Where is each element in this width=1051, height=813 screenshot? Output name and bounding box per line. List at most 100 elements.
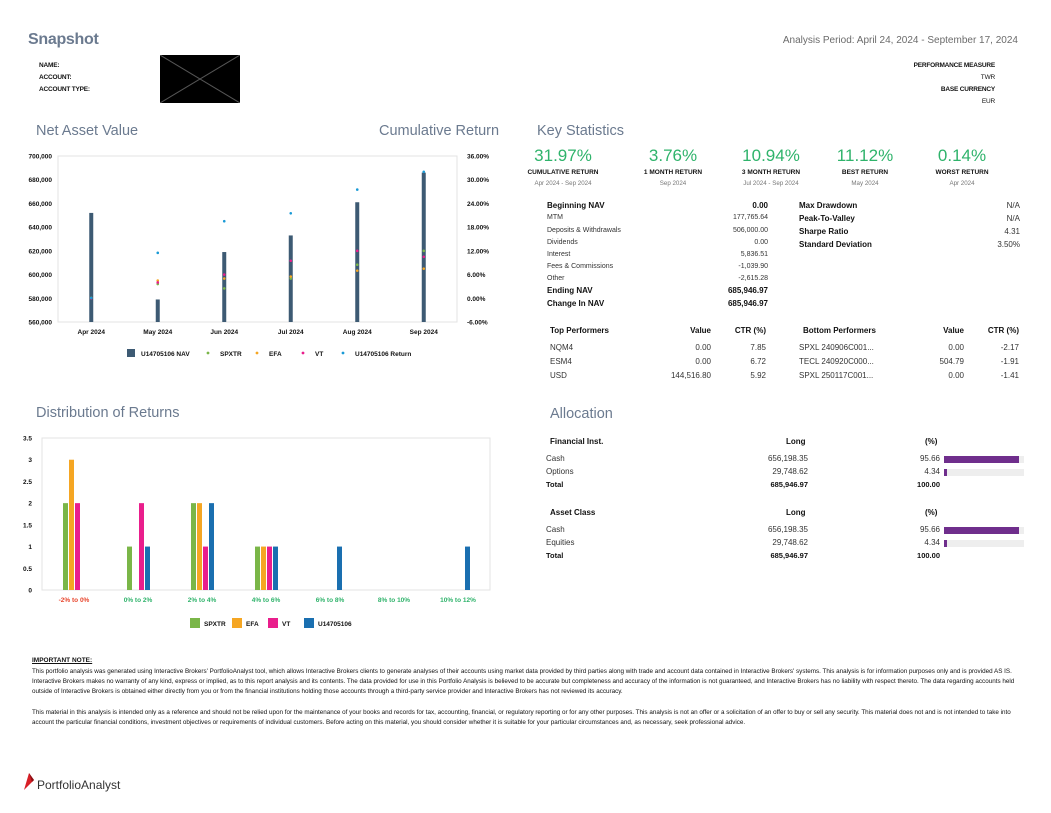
nav-row-label: Ending NAV [547,286,593,295]
allocation-bar-fill [944,527,1020,534]
return-point [156,279,160,282]
distribution-bar [63,503,68,590]
allocation-row-pct: 4.34 [924,467,940,476]
x-tick-label: May 2024 [143,329,172,336]
return-point [355,263,359,266]
return-point [222,277,226,280]
brand-name: PortfolioAnalyst [37,778,121,792]
distribution-bar [139,503,144,590]
return-point [222,287,226,290]
nav-row-label: MTM [547,214,563,221]
legend-swatch [304,618,314,628]
y2-tick-label: 30.00% [467,177,489,184]
nav-row-value: 5,836.51 [740,251,768,258]
performance-measure-label: PERFORMANCE MEASURE [913,62,996,69]
performers-cell: 0.00 [948,343,964,352]
y-tick-label: 640,000 [29,225,53,232]
nav-chart: 700,000 680,000 660,000 640,000 620,000 600,0… [29,154,490,359]
nav-row-label: Interest [547,251,571,258]
y2-tick-label: 0.00% [467,296,486,303]
performers-header: Top Performers [550,326,609,335]
distribution-bar [267,546,272,590]
legend-label: SPXTR [220,351,242,358]
stat-label: 1 MONTH RETURN [643,169,703,176]
return-point [222,219,226,223]
performers-cell: 5.92 [750,371,766,380]
legend-swatch [301,351,305,355]
distribution-bar [127,546,132,590]
nav-bar [222,252,227,322]
distribution-bar [203,546,208,590]
y2-tick-label: 6.00% [467,272,486,279]
y2-tick-label: 12.00% [467,248,489,255]
allocation-bar-track [944,540,1024,547]
y-tick-label: 580,000 [29,296,53,303]
risk-value: N/A [1006,201,1020,210]
y-tick-label: 700,000 [29,154,53,161]
legend-label: U14705106 [318,621,352,628]
distribution-bar [465,546,470,590]
risk-value: 4.31 [1004,227,1020,236]
allocation-bar-fill [944,469,948,476]
allocation-header: (%) [925,508,938,517]
x-tick-label: Apr 2024 [78,329,106,336]
allocation-total-long: 685,946.97 [770,480,808,489]
legend-label: SPXTR [204,621,226,628]
allocation-bar-track [944,456,1024,463]
stat-period: May 2024 [851,180,879,187]
allocation-total-label: Total [546,551,564,560]
performers-cell: 6.72 [750,357,766,366]
account-type-label: ACCOUNT TYPE: [39,86,90,93]
stat-period: Sep 2024 [659,180,687,187]
nav-bar [89,212,94,322]
nav-row-value: 685,946.97 [727,286,768,295]
allocation-row-label: Cash [546,525,565,534]
y-tick-label: 3.5 [23,436,32,443]
return-point [422,255,426,259]
allocation-row-long: 29,748.62 [772,467,808,476]
performers-cell: -1.41 [1000,371,1019,380]
x-tick-label: 0% to 2% [124,597,153,604]
stat-value: 3.76% [648,146,698,165]
risk-label: Sharpe Ratio [799,227,849,236]
nav-row-label: Fees & Commissions [547,263,614,270]
x-tick-label: 6% to 8% [316,597,345,604]
distribution-bar [191,503,196,590]
y-tick-label: 1 [28,544,32,551]
key-stats-title: Key Statistics [537,123,625,139]
performers-cell: 0.00 [695,343,711,352]
return-point [289,277,293,280]
legend-swatch [341,351,345,355]
account-label: ACCOUNT: [39,74,72,81]
legend-label: VT [282,621,290,628]
distribution-bar [337,546,342,590]
risk-value: N/A [1006,214,1020,223]
risk-value: 3.50% [997,240,1020,249]
allocation-header: Asset Class [550,508,596,517]
nav-row-value: 685,946.97 [727,299,768,308]
nav-row-value: 0.00 [752,201,768,210]
base-currency-value: EUR [981,98,995,105]
performers-cell: 0.00 [695,357,711,366]
allocation-row-long: 656,198.35 [767,525,808,534]
nav-row-value: 506,000.00 [732,227,768,234]
distribution-bar [75,503,80,590]
legend-label: U14705106 NAV [141,351,190,358]
performers-cell: ESM4 [550,357,572,366]
allocation-bar-fill [944,456,1020,463]
stat-value: 31.97% [534,146,592,165]
distribution-bar [273,546,278,590]
x-tick-label: Sep 2024 [410,329,439,336]
allocation-row-label: Equities [546,538,575,547]
x-tick-label: 10% to 12% [440,597,476,604]
nav-row-label: Dividends [547,239,578,246]
base-currency-label: BASE CURRENCY [940,86,995,93]
stat-value: 10.94% [742,146,800,165]
legend-swatch [127,349,135,357]
performers-cell: 504.79 [939,357,964,366]
distribution-bar [261,546,266,590]
page-title: Snapshot [28,31,99,48]
nav-row-value: -1,039.90 [738,263,768,270]
performers-cell: 144,516.80 [670,371,711,380]
performers-cell: SPXL 250117C001... [799,371,874,380]
